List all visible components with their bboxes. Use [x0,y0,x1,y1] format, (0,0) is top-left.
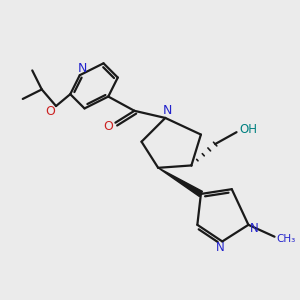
Text: N: N [250,222,259,235]
Text: O: O [45,106,55,118]
Text: OH: OH [239,123,257,136]
Text: N: N [77,61,87,75]
Text: O: O [103,120,113,133]
Text: CH₃: CH₃ [277,234,296,244]
Text: N: N [163,104,172,117]
Text: N: N [215,241,224,254]
Polygon shape [158,168,202,196]
